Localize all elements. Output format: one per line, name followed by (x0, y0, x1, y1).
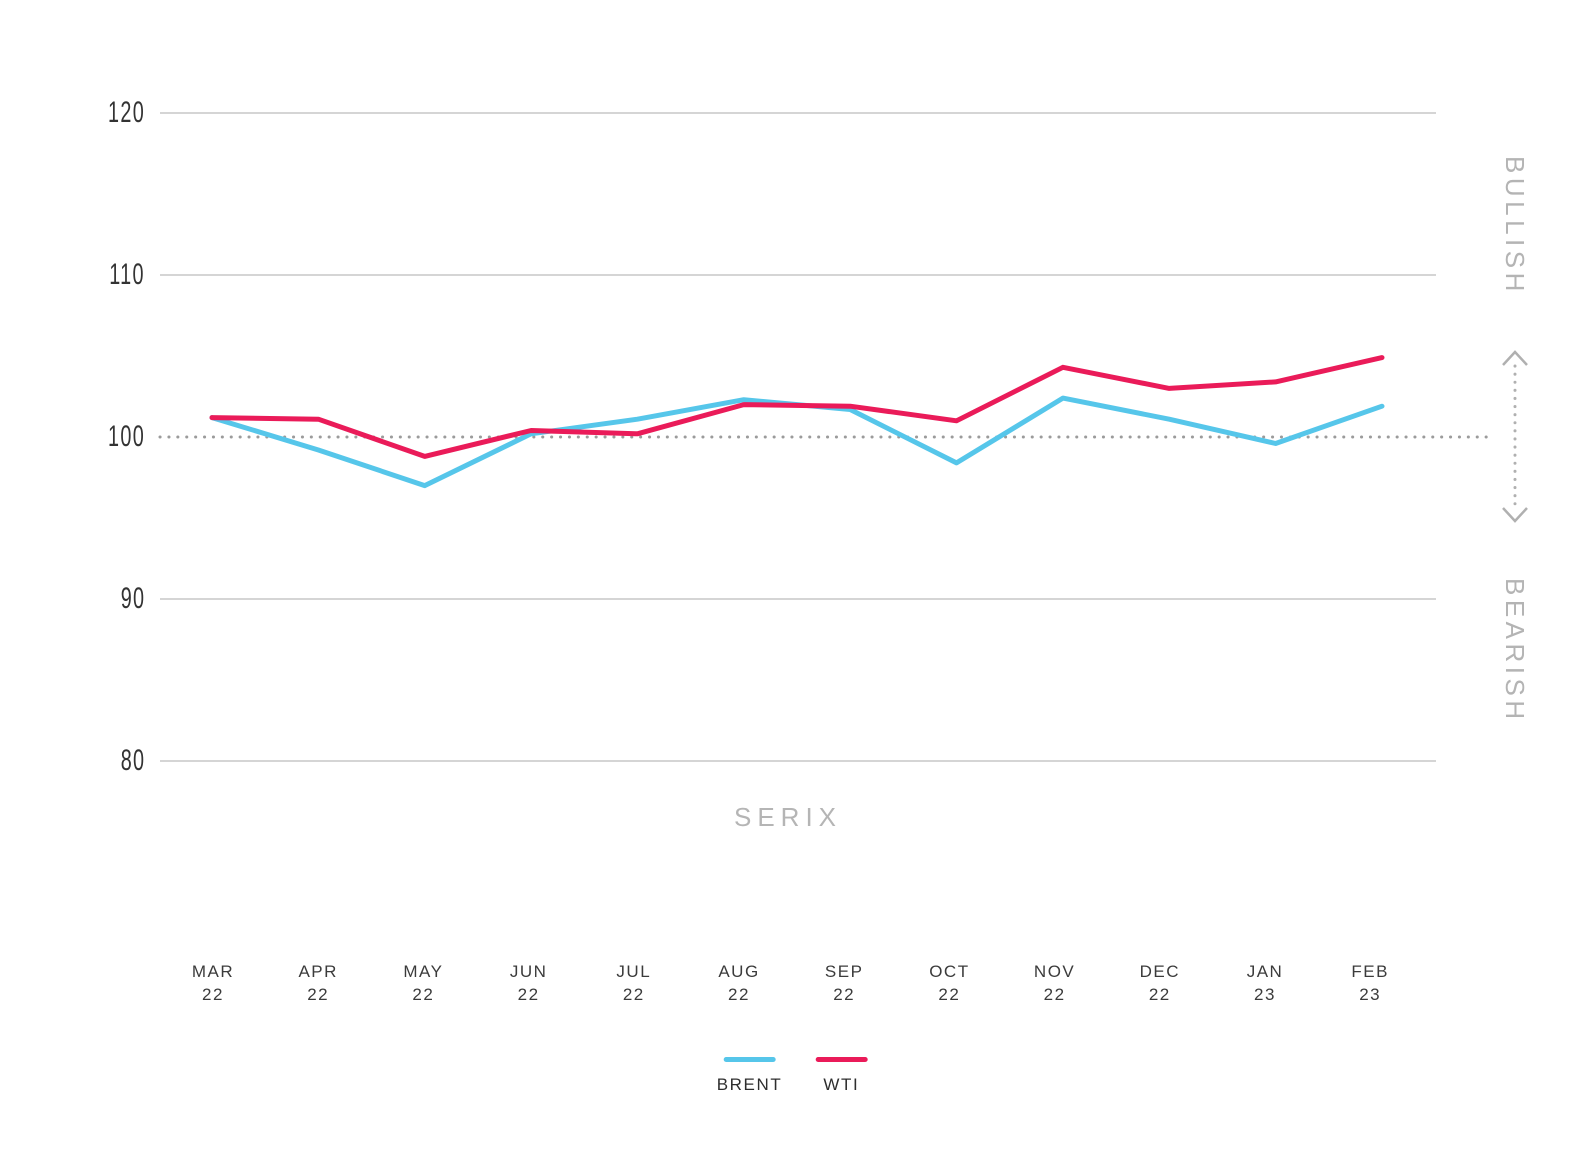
wti-line-swatch (815, 1057, 868, 1062)
y-axis-tick-90: 90 (0, 584, 145, 614)
x-axis-label-oct-22: OCT 22 (901, 960, 997, 1006)
year-label: 22 (728, 985, 750, 1004)
year-label: 22 (307, 985, 330, 1004)
x-axis-label-sep-22: SEP 22 (796, 960, 892, 1006)
legend: BRENT WTI (717, 1054, 868, 1095)
x-axis-label-jan-23: JAN 23 (1217, 960, 1313, 1006)
month-label: OCT (929, 962, 970, 981)
x-axis-label-apr-22: APR 22 (270, 960, 366, 1006)
year-label: 22 (517, 985, 540, 1004)
y-axis-tick-120: 120 (0, 98, 145, 128)
legend-item-brent: BRENT (717, 1054, 783, 1095)
month-label: JAN (1246, 962, 1284, 981)
month-label: APR (298, 962, 338, 981)
y-axis-tick-80: 80 (0, 746, 145, 776)
brent-line-swatch (723, 1057, 776, 1062)
year-label: 23 (1359, 985, 1382, 1004)
y-axis-tick-value: 90 (120, 582, 145, 615)
y-axis-tick-100: 100 (0, 422, 145, 452)
year-label: 22 (1148, 985, 1171, 1004)
x-axis-label-feb-23: FEB 23 (1322, 960, 1418, 1006)
month-label: NOV (1033, 962, 1076, 981)
year-label: 22 (622, 985, 645, 1004)
chart-title: SERIX (733, 802, 843, 832)
legend-label-wti: WTI (823, 1075, 860, 1094)
arrow-up-chevron-icon (1502, 350, 1528, 366)
y-axis-tick-value: 80 (120, 744, 145, 777)
month-label: SEP (824, 962, 864, 981)
year-label: 23 (1254, 985, 1276, 1004)
month-label: MAR (191, 962, 235, 981)
legend-label-brent: BRENT (716, 1075, 783, 1094)
wti-line (209, 355, 1385, 459)
month-label: AUG (718, 962, 760, 981)
bearish-label: BEARISH (1500, 578, 1530, 724)
x-axis-label-aug-22: AUG 22 (691, 960, 787, 1006)
x-axis-label-jul-22: JUL 22 (586, 960, 682, 1006)
year-label: 22 (202, 985, 224, 1004)
bullish-label: BULLISH (1500, 156, 1530, 296)
y-axis-tick-value: 100 (107, 420, 145, 453)
month-label: FEB (1351, 962, 1389, 981)
legend-item-wti: WTI (815, 1054, 868, 1095)
x-axis-label-mar-22: MAR 22 (165, 960, 261, 1006)
year-label: 22 (412, 985, 435, 1004)
month-label: JUL (616, 962, 652, 981)
x-axis-label-dec-22: DEC 22 (1112, 960, 1208, 1006)
month-label: MAY (403, 962, 444, 981)
year-label: 22 (833, 985, 856, 1004)
x-axis-label-may-22: MAY 22 (375, 960, 471, 1006)
y-axis-tick-110: 110 (0, 260, 145, 290)
year-label: 22 (938, 985, 961, 1004)
month-label: JUN (509, 962, 548, 981)
arrow-down-chevron-icon (1502, 507, 1528, 523)
x-axis-label-jun-22: JUN 22 (481, 960, 577, 1006)
x-axis-label-nov-22: NOV 22 (1007, 960, 1103, 1006)
y-axis-tick-value: 120 (107, 96, 145, 129)
y-axis-tick-value: 110 (109, 258, 145, 291)
month-label: DEC (1139, 962, 1180, 981)
year-label: 22 (1043, 985, 1066, 1004)
